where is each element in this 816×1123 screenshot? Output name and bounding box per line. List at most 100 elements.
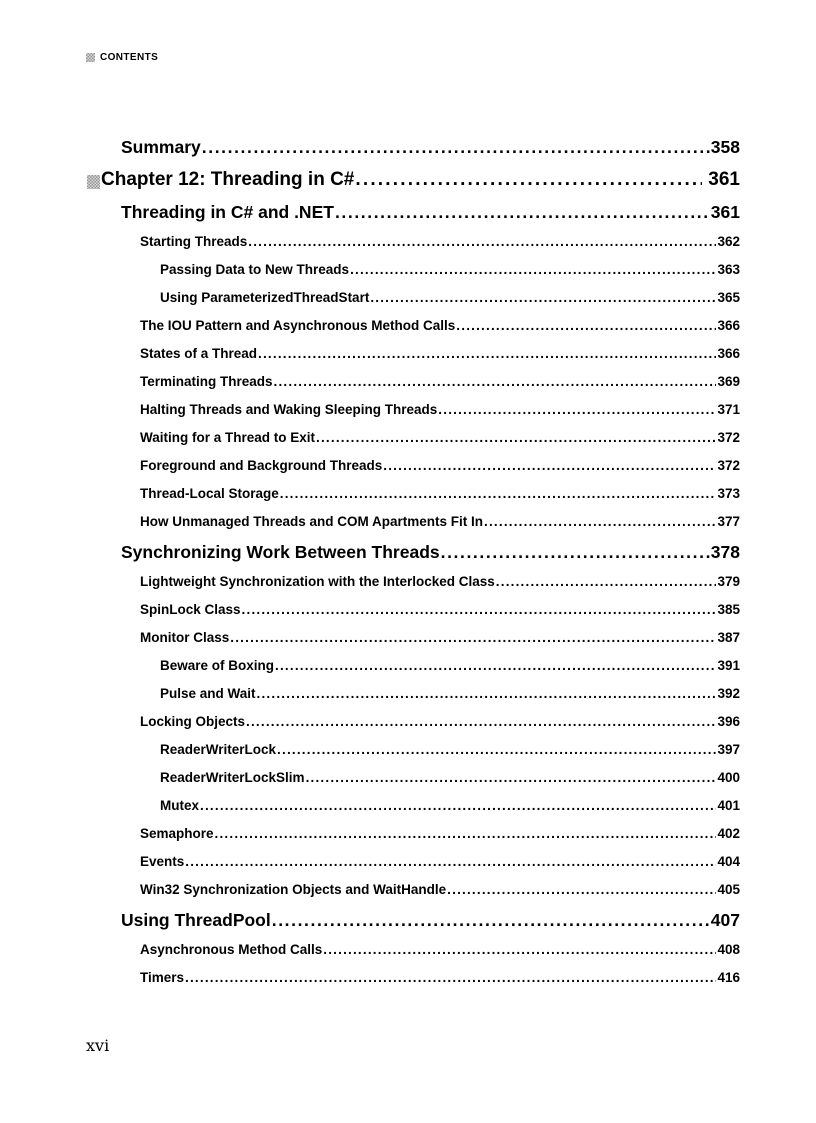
toc-leader-dots [272, 909, 710, 931]
toc-entry-label: Starting Threads [140, 234, 248, 249]
toc-entry-label: Waiting for a Thread to Exit [140, 430, 316, 445]
toc-leader-dots [257, 685, 717, 703]
toc-entry-label: Thread-Local Storage [140, 486, 279, 501]
toc-leader-dots [335, 201, 710, 223]
toc-entry-label: Events [140, 854, 185, 869]
toc-entry: Foreground and Background Threads 372 [87, 457, 740, 475]
toc-entry-label: Mutex [160, 798, 200, 813]
toc-leader-dots [274, 373, 717, 391]
toc-entry-label: Threading in C# and .NET [121, 202, 334, 222]
toc-entry: Monitor Class 387 [87, 629, 740, 647]
toc-leader-dots [438, 401, 716, 419]
toc-entry: Halting Threads and Waking Sleeping Thre… [87, 401, 740, 419]
toc-entry: Synchronizing Work Between Threads 378 [87, 541, 740, 563]
toc-leader-dots [441, 541, 710, 563]
toc-entry-page: 373 [717, 486, 740, 501]
toc-leader-dots [202, 136, 710, 158]
toc-leader-dots [383, 457, 716, 475]
toc-entry-label: ReaderWriterLockSlim [160, 770, 305, 785]
toc-entry-label: Pulse and Wait [160, 686, 256, 701]
toc-leader-dots [447, 881, 716, 899]
toc-entry-page: 396 [717, 714, 740, 729]
toc-leader-dots [456, 317, 716, 335]
toc-entry-page: 402 [717, 826, 740, 841]
toc-entry: Asynchronous Method Calls 408 [87, 941, 740, 959]
toc-entry: Summary 358 [87, 136, 740, 158]
toc-leader-dots [215, 825, 717, 843]
toc-entry: ReaderWriterLockSlim 400 [87, 769, 740, 787]
toc-entry: Beware of Boxing 391 [87, 657, 740, 675]
toc-entry-label: The IOU Pattern and Asynchronous Method … [140, 318, 456, 333]
toc-entry: Starting Threads 362 [87, 233, 740, 251]
toc-entry-label: Win32 Synchronization Objects and WaitHa… [140, 882, 447, 897]
toc-leader-dots [258, 345, 716, 363]
toc-entry-label: Passing Data to New Threads [160, 262, 350, 277]
toc-entry-page: 387 [717, 630, 740, 645]
toc-entry: Passing Data to New Threads 363 [87, 261, 740, 279]
toc-entry: SpinLock Class 385 [87, 601, 740, 619]
toc-leader-dots [484, 513, 716, 531]
toc-entry: Thread-Local Storage 373 [87, 485, 740, 503]
toc-entry-page: 377 [717, 514, 740, 529]
page-header: CONTENTS [86, 52, 158, 63]
toc-leader-dots [185, 969, 716, 987]
toc-leader-dots [230, 629, 716, 647]
toc-entry-label: Monitor Class [140, 630, 230, 645]
toc-leader-dots [185, 853, 716, 871]
toc-entry-label: ReaderWriterLock [160, 742, 277, 757]
toc-entry-page: 407 [710, 910, 740, 930]
toc-entry-page: 378 [710, 542, 740, 562]
toc-entry-page: 361 [710, 202, 740, 222]
toc-entry-label: Chapter 12: Threading in C# [101, 169, 355, 190]
toc-entry-page: 372 [717, 430, 740, 445]
toc-entry-page: 397 [717, 742, 740, 757]
toc-list: Summary 358 Chapter 12: Threading in C# … [87, 134, 740, 997]
toc-entry-page: 416 [717, 970, 740, 985]
toc-entry-label: Foreground and Background Threads [140, 458, 383, 473]
toc-entry: Events 404 [87, 853, 740, 871]
toc-entry-label: Beware of Boxing [160, 658, 275, 673]
folio-page-number: xvi [86, 1036, 110, 1055]
toc-entry: The IOU Pattern and Asynchronous Method … [87, 317, 740, 335]
toc-entry: Chapter 12: Threading in C# 361 [87, 168, 740, 192]
toc-entry: Timers 416 [87, 969, 740, 987]
toc-entry-page: 366 [717, 346, 740, 361]
toc-entry: Locking Objects 396 [87, 713, 740, 731]
chapter-square-icon [87, 174, 100, 189]
toc-entry-page: 405 [717, 882, 740, 897]
toc-entry-label: Semaphore [140, 826, 214, 841]
toc-entry-page: 366 [717, 318, 740, 333]
page-footer: xvi [86, 1036, 109, 1055]
toc-entry-label: SpinLock Class [140, 602, 241, 617]
toc-entry-label: Using ParameterizedThreadStart [160, 290, 370, 305]
toc-leader-dots [350, 261, 716, 279]
toc-leader-dots [277, 741, 716, 759]
toc-leader-dots [242, 601, 717, 619]
toc-leader-dots [306, 769, 717, 787]
toc-entry-label: How Unmanaged Threads and COM Apartments… [140, 514, 484, 529]
toc-entry: Threading in C# and .NET 361 [87, 201, 740, 223]
toc-entry: ReaderWriterLock 397 [87, 741, 740, 759]
toc-entry-page: 401 [717, 798, 740, 813]
toc-entry: Mutex 401 [87, 797, 740, 815]
toc-entry: Lightweight Synchronization with the Int… [87, 573, 740, 591]
toc-entry-page: 361 [708, 169, 740, 190]
toc-entry-label: Lightweight Synchronization with the Int… [140, 574, 495, 589]
toc-leader-dots [496, 573, 717, 591]
toc-entry-label: Asynchronous Method Calls [140, 942, 323, 957]
toc-entry-label: Terminating Threads [140, 374, 273, 389]
toc-entry: Win32 Synchronization Objects and WaitHa… [87, 881, 740, 899]
toc-entry-page: 371 [717, 402, 740, 417]
toc-entry-label: Locking Objects [140, 714, 246, 729]
toc-entry-label: States of a Thread [140, 346, 258, 361]
toc-entry: Using ParameterizedThreadStart 365 [87, 289, 740, 307]
toc-leader-dots [246, 713, 716, 731]
toc-entry-label: Using ThreadPool [121, 910, 271, 930]
toc-entry: Terminating Threads 369 [87, 373, 740, 391]
toc-entry-page: 372 [717, 458, 740, 473]
toc-leader-dots [316, 429, 716, 447]
toc-leader-dots [200, 797, 716, 815]
toc-entry: Semaphore 402 [87, 825, 740, 843]
toc-entry-label: Summary [121, 137, 201, 157]
